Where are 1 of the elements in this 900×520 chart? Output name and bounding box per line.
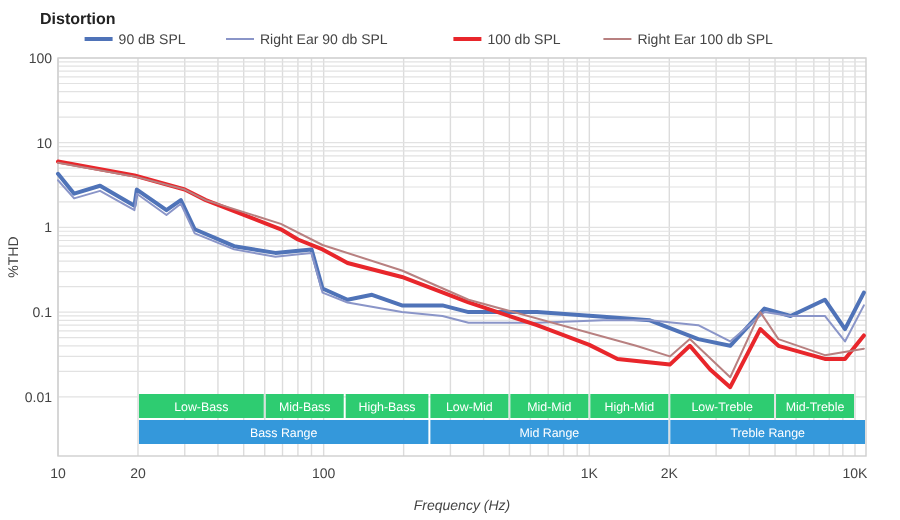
chart-title: Distortion — [40, 10, 116, 28]
